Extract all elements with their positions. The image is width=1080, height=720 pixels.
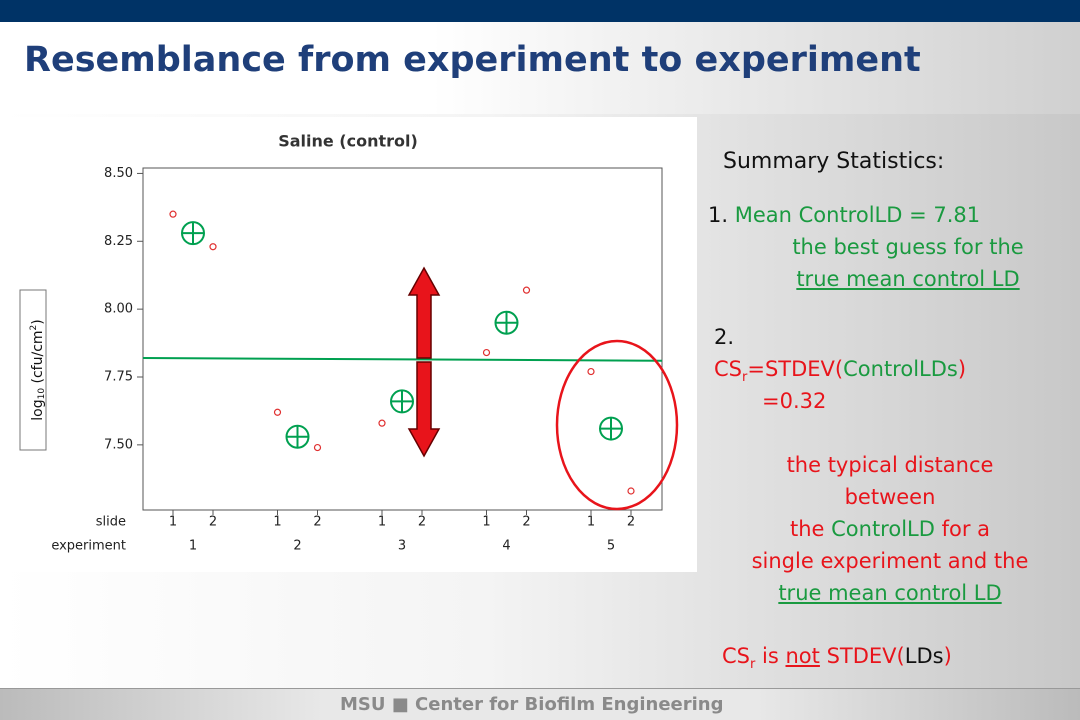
data-point bbox=[587, 367, 595, 376]
note: CSr is not STDEV(LDs) bbox=[722, 642, 952, 679]
formula-part: =STDEV( bbox=[747, 357, 844, 381]
cs-sub: r bbox=[750, 657, 756, 673]
experiment-label: 3 bbox=[398, 539, 406, 554]
chart-title: Saline (control) bbox=[278, 132, 418, 151]
note-part: STDEV( bbox=[819, 644, 905, 668]
note-part: LDs bbox=[904, 644, 944, 668]
cs: CS bbox=[722, 644, 750, 668]
mean-cross bbox=[391, 390, 413, 413]
experiment-label: 5 bbox=[607, 539, 615, 554]
formula-part: ) bbox=[957, 357, 967, 381]
formula-value: =0.32 bbox=[762, 389, 827, 413]
data-point bbox=[273, 408, 282, 416]
item-number: 2. bbox=[714, 325, 735, 349]
note-part: not bbox=[785, 644, 820, 668]
item-text: Mean ControlLD = 7.81 bbox=[734, 203, 981, 227]
desc-part: for a bbox=[934, 517, 991, 541]
experiment-label: 1 bbox=[189, 539, 197, 554]
mean-cross bbox=[600, 417, 622, 440]
title-bar bbox=[0, 22, 1080, 114]
y-tick-label: 7.50 bbox=[104, 437, 133, 452]
item-number: 1. bbox=[708, 203, 729, 227]
x-tick-label: 1 bbox=[273, 515, 281, 530]
y-tick-label: 8.25 bbox=[104, 234, 133, 249]
note-part: ) bbox=[943, 644, 952, 668]
plot-frame bbox=[142, 167, 663, 511]
slide-title: Resemblance from experiment to experimen… bbox=[24, 40, 921, 80]
footer: MSU ■ Center for Biofilm Engineering bbox=[0, 688, 1080, 720]
note-part: is bbox=[755, 644, 786, 668]
arrow bbox=[407, 266, 441, 359]
mean-cross bbox=[286, 425, 309, 448]
item-1-head: 1. Mean ControlLD = 7.81 bbox=[708, 201, 980, 229]
top-bar bbox=[0, 0, 1080, 22]
summary-heading: Summary Statistics: bbox=[723, 149, 945, 174]
x-tick-label: 2 bbox=[313, 515, 321, 530]
y-tick-label: 7.75 bbox=[104, 370, 133, 385]
mean-cross bbox=[182, 222, 204, 245]
experiment-label: 4 bbox=[502, 539, 510, 554]
desc-part: ControlLD bbox=[831, 517, 935, 541]
desc: the ControlLD for a bbox=[700, 515, 1080, 543]
item-text: the best guess for the bbox=[792, 235, 1024, 259]
x-tick-label: 1 bbox=[587, 515, 595, 530]
formula: CSr=STDEV(ControlLDs) bbox=[714, 355, 966, 392]
data-point bbox=[378, 419, 386, 427]
x-tick-label: 2 bbox=[418, 515, 426, 530]
row-label: slide bbox=[96, 515, 126, 530]
data-point bbox=[627, 487, 635, 495]
x-tick-label: 1 bbox=[378, 515, 386, 530]
desc: single experiment and the bbox=[751, 549, 1029, 573]
highlight-ellipse bbox=[555, 339, 679, 511]
mean-line bbox=[142, 357, 663, 362]
x-tick-label: 2 bbox=[209, 515, 217, 530]
cs: CS bbox=[714, 357, 742, 381]
row-label: experiment bbox=[51, 539, 126, 554]
formula-part: ControlLDs bbox=[843, 357, 958, 381]
desc: true mean control LD bbox=[778, 581, 1002, 605]
x-tick-label: 2 bbox=[627, 515, 635, 530]
x-tick-label: 1 bbox=[482, 515, 490, 530]
arrow bbox=[407, 361, 441, 458]
desc: between bbox=[844, 485, 936, 509]
x-tick-label: 1 bbox=[169, 515, 177, 530]
data-point bbox=[482, 348, 491, 357]
x-tick-label: 2 bbox=[522, 515, 530, 530]
chart-background bbox=[2, 117, 697, 572]
cs-sub: r bbox=[742, 370, 748, 386]
data-point bbox=[209, 243, 217, 251]
experiment-label: 2 bbox=[293, 539, 301, 554]
y-label-box bbox=[19, 289, 47, 451]
y-tick-label: 8.50 bbox=[104, 166, 133, 181]
desc-part: the bbox=[789, 517, 832, 541]
desc: the typical distance bbox=[786, 453, 994, 477]
data-point bbox=[313, 443, 322, 452]
data-point bbox=[522, 286, 531, 294]
footer-text: MSU ■ Center for Biofilm Engineering bbox=[340, 694, 724, 715]
mean-cross bbox=[495, 311, 518, 334]
data-point bbox=[169, 210, 177, 218]
y-axis-label: log10 (cfu/cm2) bbox=[29, 319, 47, 420]
y-tick-label: 8.00 bbox=[104, 302, 133, 317]
item-text: true mean control LD bbox=[796, 267, 1020, 291]
